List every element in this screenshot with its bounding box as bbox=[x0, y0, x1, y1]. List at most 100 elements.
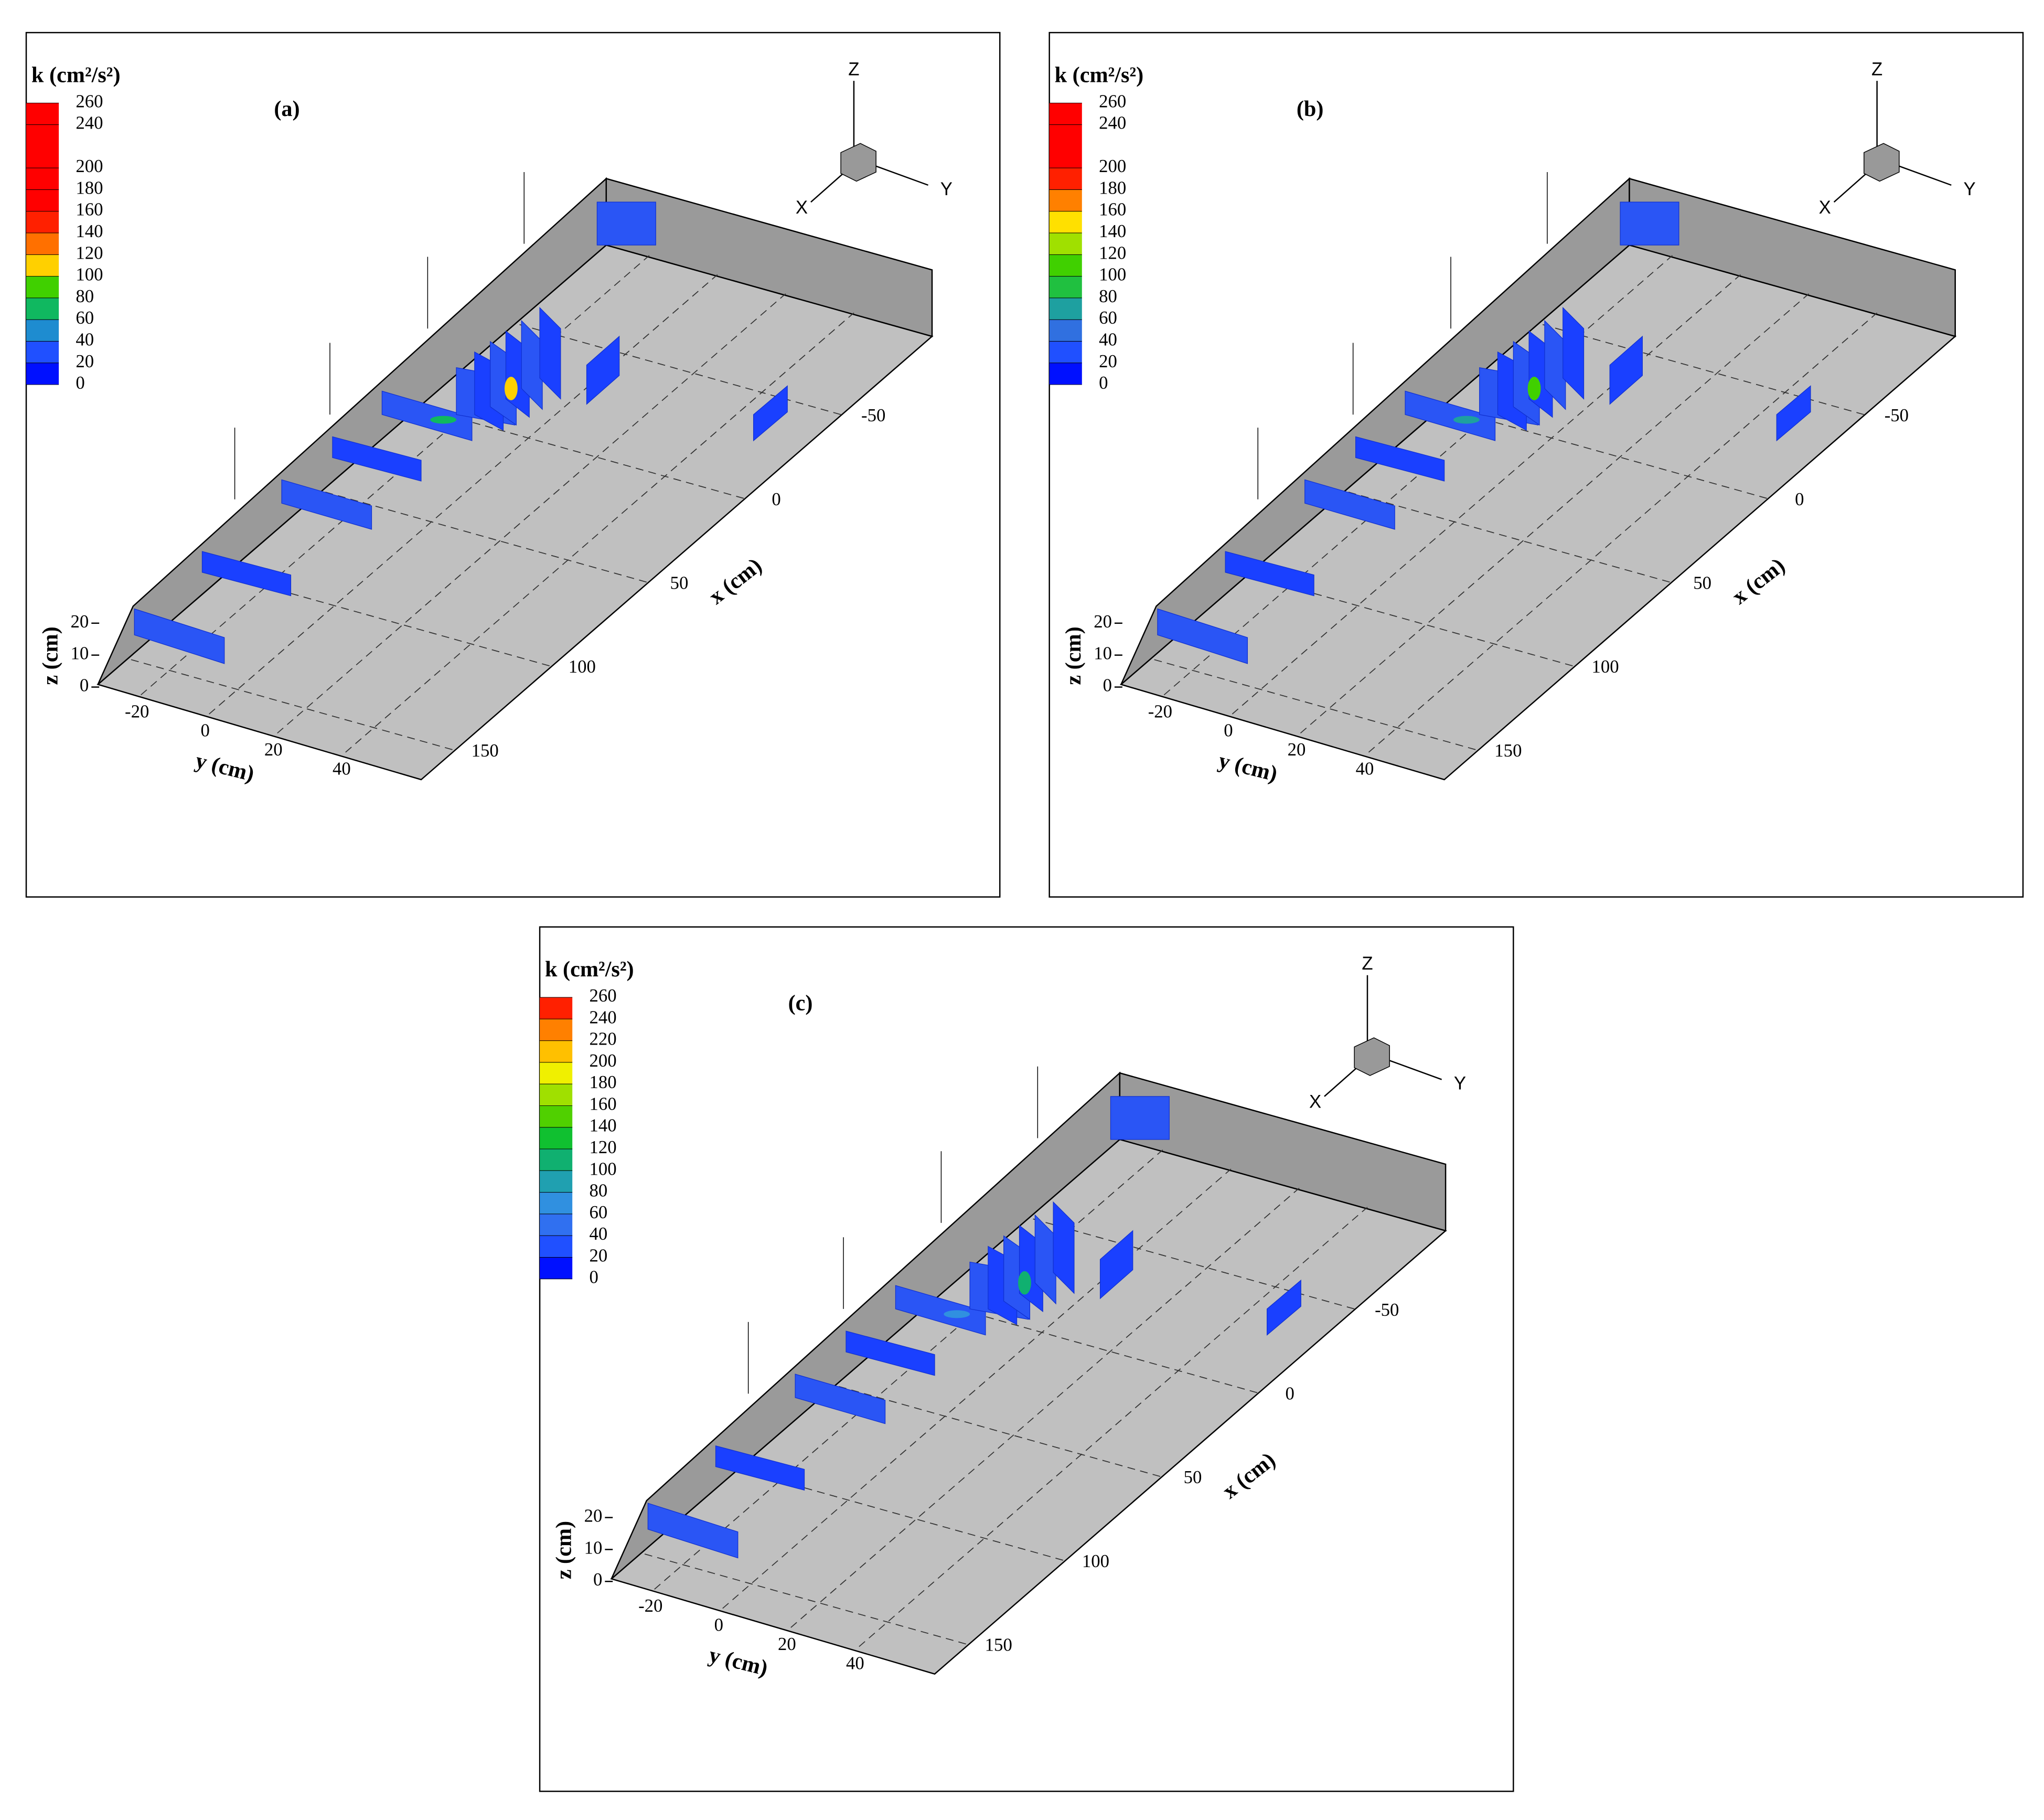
slice bbox=[381, 390, 473, 441]
back-wall bbox=[1629, 177, 1956, 337]
colorbar-segment bbox=[540, 1019, 573, 1041]
axis-y-label: Y bbox=[1454, 1074, 1466, 1094]
colorbar-segment bbox=[540, 1257, 573, 1279]
z-axis-title: z (cm) bbox=[38, 626, 62, 685]
axis-y bbox=[870, 163, 929, 186]
colorbar-label: 260 bbox=[589, 985, 616, 1006]
axis-x-label: X bbox=[1309, 1092, 1321, 1112]
z-axis-title: z (cm) bbox=[551, 1521, 576, 1579]
slice bbox=[1776, 385, 1811, 442]
colorbar-segment bbox=[1049, 124, 1082, 168]
colorbar-segment bbox=[26, 168, 59, 190]
colorbar-segment bbox=[26, 341, 59, 363]
axis-x-label: X bbox=[796, 198, 808, 218]
y-grid-line bbox=[141, 255, 650, 696]
slice bbox=[895, 1285, 986, 1336]
hot-spot bbox=[504, 377, 518, 400]
x-grid-line bbox=[320, 490, 647, 583]
colorbar-segment bbox=[540, 1084, 573, 1106]
slice bbox=[753, 385, 788, 442]
y-tick-label: 0 bbox=[714, 1614, 723, 1635]
x-tick-label: 0 bbox=[1285, 1383, 1294, 1404]
slice bbox=[1304, 479, 1395, 530]
x-tick-label: 0 bbox=[772, 489, 780, 509]
colorbar-label: 0 bbox=[76, 372, 84, 393]
x-grid-line bbox=[931, 1301, 1258, 1393]
x-grid-line bbox=[1441, 407, 1767, 499]
colorbar-segment bbox=[26, 320, 59, 342]
x-tick-label: -50 bbox=[1375, 1300, 1399, 1320]
x-grid-line bbox=[223, 574, 550, 667]
colorbar-segment bbox=[26, 189, 59, 211]
colorbar-segment bbox=[26, 276, 59, 298]
colorbar-segment bbox=[26, 124, 59, 168]
colorbar-label: 0 bbox=[589, 1267, 598, 1287]
axis-y-label: Y bbox=[1963, 179, 1975, 199]
x-grid-line bbox=[834, 1385, 1161, 1477]
x-grid-line bbox=[640, 1552, 966, 1645]
x-grid-line bbox=[1344, 490, 1670, 583]
slice bbox=[586, 335, 620, 405]
colorbar-segment bbox=[1049, 254, 1082, 276]
x-tick-label: 150 bbox=[472, 740, 499, 761]
colorbar-segment bbox=[540, 1236, 573, 1258]
slice bbox=[1544, 320, 1566, 410]
colorbar-label: 140 bbox=[589, 1115, 616, 1136]
slice bbox=[1157, 608, 1248, 664]
colorbar-label: 140 bbox=[1099, 221, 1126, 241]
colorbar-segment bbox=[1049, 103, 1082, 125]
slice bbox=[846, 1331, 935, 1376]
colorbar-label: 200 bbox=[589, 1050, 616, 1071]
colorbar-label: 220 bbox=[589, 1029, 616, 1049]
colorbar-segment bbox=[1049, 363, 1082, 385]
z-tick-label: 20 bbox=[1094, 611, 1112, 632]
y-tick-label: 20 bbox=[778, 1634, 796, 1654]
y-grid-line bbox=[1232, 274, 1741, 715]
colorbar-label: 80 bbox=[1099, 286, 1117, 306]
y-tick-label: 0 bbox=[201, 720, 210, 741]
orient-cube bbox=[1864, 143, 1900, 182]
hot-spot bbox=[1018, 1271, 1031, 1295]
slice bbox=[201, 551, 292, 597]
axis-y bbox=[1893, 163, 1952, 186]
z-tick-label: 10 bbox=[71, 643, 89, 664]
colorbar-segment bbox=[540, 1149, 573, 1171]
colorbar-segment bbox=[540, 1040, 573, 1062]
colorbar-label: 200 bbox=[76, 156, 103, 176]
colorbar-segment bbox=[26, 363, 59, 385]
legend-title: k (cm²/s²) bbox=[31, 62, 121, 87]
colorbar-label: 120 bbox=[1099, 242, 1126, 263]
z-tick-label: 20 bbox=[584, 1505, 603, 1526]
colorbar-label: 20 bbox=[76, 351, 94, 371]
y-tick-label: 40 bbox=[1356, 759, 1374, 779]
x-tick-label: 100 bbox=[569, 656, 596, 677]
x-tick-label: -50 bbox=[861, 405, 885, 425]
colorbar-label: 60 bbox=[76, 307, 94, 328]
hot-spot bbox=[1527, 377, 1541, 400]
slice bbox=[715, 1445, 805, 1491]
colorbar-segment bbox=[540, 1127, 573, 1150]
colorbar-label: 20 bbox=[589, 1245, 607, 1265]
warm-spot bbox=[944, 1310, 970, 1318]
slice bbox=[134, 608, 225, 664]
colorbar-segment bbox=[26, 254, 59, 276]
legend-title: k (cm²/s²) bbox=[1055, 62, 1144, 87]
z-tick-label: 20 bbox=[71, 611, 89, 632]
colorbar-label: 40 bbox=[1099, 329, 1117, 349]
y-tick-label: 20 bbox=[264, 739, 283, 760]
colorbar-label: 240 bbox=[1099, 113, 1126, 133]
slice bbox=[1405, 390, 1496, 441]
colorbar-label: 120 bbox=[589, 1137, 616, 1157]
z-tick-label: 0 bbox=[80, 675, 89, 696]
y-grid-line bbox=[654, 1150, 1163, 1590]
axis-z-label: Z bbox=[848, 59, 859, 79]
z-tick-label: 10 bbox=[584, 1537, 603, 1558]
slice bbox=[795, 1374, 886, 1424]
colorbar-label: 140 bbox=[76, 221, 103, 241]
slice bbox=[1034, 1214, 1056, 1305]
slice bbox=[521, 320, 543, 410]
colorbar-label: 60 bbox=[589, 1202, 607, 1222]
axis-z-label: Z bbox=[1871, 59, 1882, 79]
axis-x bbox=[810, 172, 846, 203]
